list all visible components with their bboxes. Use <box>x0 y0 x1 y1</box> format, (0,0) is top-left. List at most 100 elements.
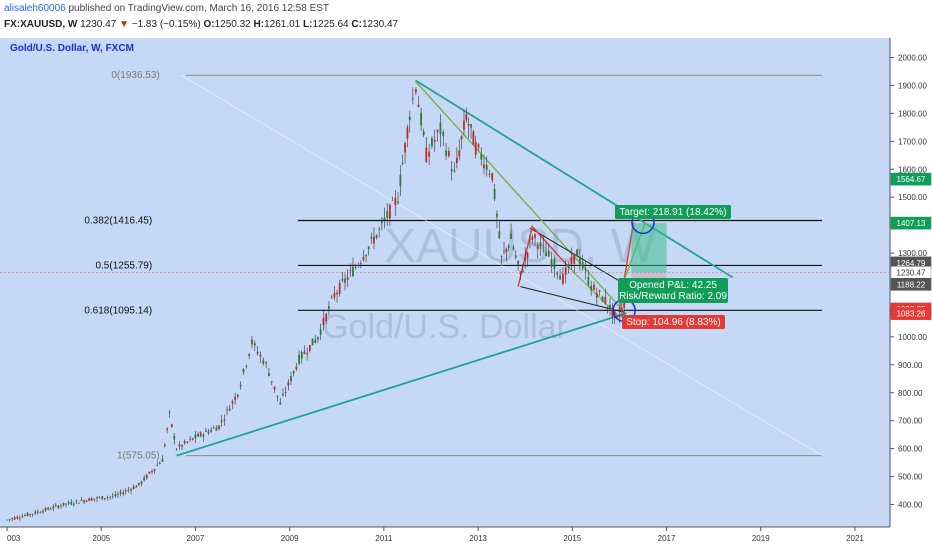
candle-body <box>559 275 561 280</box>
candle-body <box>143 477 146 481</box>
down-arrow-icon: ▼ <box>119 19 129 30</box>
symbol-line: FX:XAUUSD, W 1230.47 ▼ −1.83 (−0.15%) O:… <box>4 19 398 30</box>
candle-body <box>140 481 143 484</box>
stop-label-box <box>622 315 725 329</box>
price-tag-label: 1564.67 <box>897 175 926 184</box>
chart-area[interactable]: Gold/U.S. Dollar, W, FXCM XAUUSD, W Gold… <box>0 38 932 550</box>
candle-body <box>623 300 626 308</box>
time-axis[interactable] <box>0 527 932 550</box>
candle-body <box>13 517 16 520</box>
candle-body <box>173 436 176 440</box>
candle-body <box>365 255 367 257</box>
candle-body <box>130 489 132 491</box>
candle-body <box>251 339 253 345</box>
candle-body <box>183 441 186 444</box>
publish-info: published on TradingView.com, March 16, … <box>65 3 330 14</box>
time-tick-label: 2009 <box>281 534 299 543</box>
candle-body <box>308 344 311 352</box>
candle-body <box>44 508 47 511</box>
candle-body <box>31 514 34 515</box>
candle-body <box>507 245 510 248</box>
candle-body <box>354 267 357 269</box>
candle-body <box>447 151 450 156</box>
candle-body <box>259 354 262 357</box>
candle-body <box>500 256 503 257</box>
candle-body <box>109 496 112 498</box>
open-key: O: <box>203 19 215 30</box>
price-tick-label: 900.00 <box>898 361 923 370</box>
candle-body <box>273 386 276 390</box>
candle-body <box>359 263 362 264</box>
candle-body <box>6 519 8 521</box>
candle-body <box>127 489 130 491</box>
candle-body <box>306 353 309 355</box>
price-tag-label: 1407.13 <box>897 219 926 228</box>
time-tick-label: 2017 <box>658 534 676 543</box>
candle-body <box>453 170 456 172</box>
candle-body <box>223 419 226 421</box>
price-tick-label: 600.00 <box>898 445 923 454</box>
open-value: 1250.32 <box>214 19 251 30</box>
candle-body <box>439 122 442 134</box>
candle-body <box>145 474 148 479</box>
price-tag-label: 1264.79 <box>897 259 926 268</box>
candle-body <box>328 306 330 309</box>
candle-body <box>234 396 237 401</box>
candle-body <box>26 513 29 516</box>
candle-body <box>52 506 55 509</box>
candle-body <box>207 431 210 434</box>
candle-body <box>375 234 378 239</box>
fibonacci-retracement[interactable]: 0(1936.53) 0.382(1416.45) 0.5(1255.79) 0.61… <box>84 70 823 462</box>
candle-body <box>78 502 80 504</box>
candle-body <box>510 233 512 239</box>
candle-body <box>620 307 623 312</box>
high-key: H: <box>253 19 265 30</box>
candle-body <box>65 503 68 505</box>
price-tag-label: 1083.26 <box>897 310 926 319</box>
candle-body <box>349 270 352 272</box>
pl-label-text: Opened P&L: 42.25 <box>629 280 717 291</box>
time-tick-label: 2011 <box>375 534 393 543</box>
candle-body <box>226 409 228 411</box>
price-tick-label: 1300.00 <box>898 249 927 258</box>
candle-body <box>378 228 381 230</box>
candle-body <box>505 248 508 253</box>
candle-body <box>576 249 578 257</box>
candle-body <box>88 498 91 501</box>
candle-body <box>166 428 169 431</box>
price-tag <box>890 307 932 320</box>
candle-body <box>474 142 477 155</box>
price-tick-label: 400.00 <box>898 501 923 510</box>
candle-body <box>34 511 37 514</box>
candle-body <box>383 217 386 221</box>
price-tag <box>890 172 932 186</box>
candle-body <box>148 471 151 474</box>
price-chart[interactable]: Gold/U.S. Dollar, W, FXCM XAUUSD, W Gold… <box>0 38 932 550</box>
candle-body <box>265 362 268 364</box>
candle-body <box>613 311 616 317</box>
candle-body <box>268 373 270 377</box>
stop-label-text: Stop: 104.96 (8.83%) <box>626 317 721 328</box>
candle-body <box>83 500 85 503</box>
candle-body <box>411 98 414 100</box>
fib-level-label: 0.5(1255.79) <box>95 260 152 271</box>
symbol-label[interactable]: FX:XAUUSD, W <box>4 19 78 30</box>
candle-body <box>420 112 422 126</box>
candle-body <box>346 276 349 280</box>
target-label-box <box>615 205 731 219</box>
watermark-symbol: XAUUSD, W <box>384 220 657 273</box>
candle-body <box>295 366 298 370</box>
candle-body <box>245 365 248 367</box>
author-link[interactable]: alisaleh60006 <box>4 3 66 14</box>
candle-body <box>463 120 465 130</box>
candle-body <box>236 394 239 397</box>
price-tick-label: 1000.00 <box>898 333 927 342</box>
trade-marks[interactable]: Target: 218.91 (18.42%) Opened P&L: 42.25… <box>612 205 731 329</box>
candle-body <box>470 124 472 128</box>
candle-body <box>210 429 213 432</box>
candle-body <box>80 499 83 501</box>
candle-body <box>262 360 265 364</box>
candle-body <box>279 402 282 405</box>
candle-body <box>595 293 598 298</box>
candle-body <box>103 498 106 499</box>
